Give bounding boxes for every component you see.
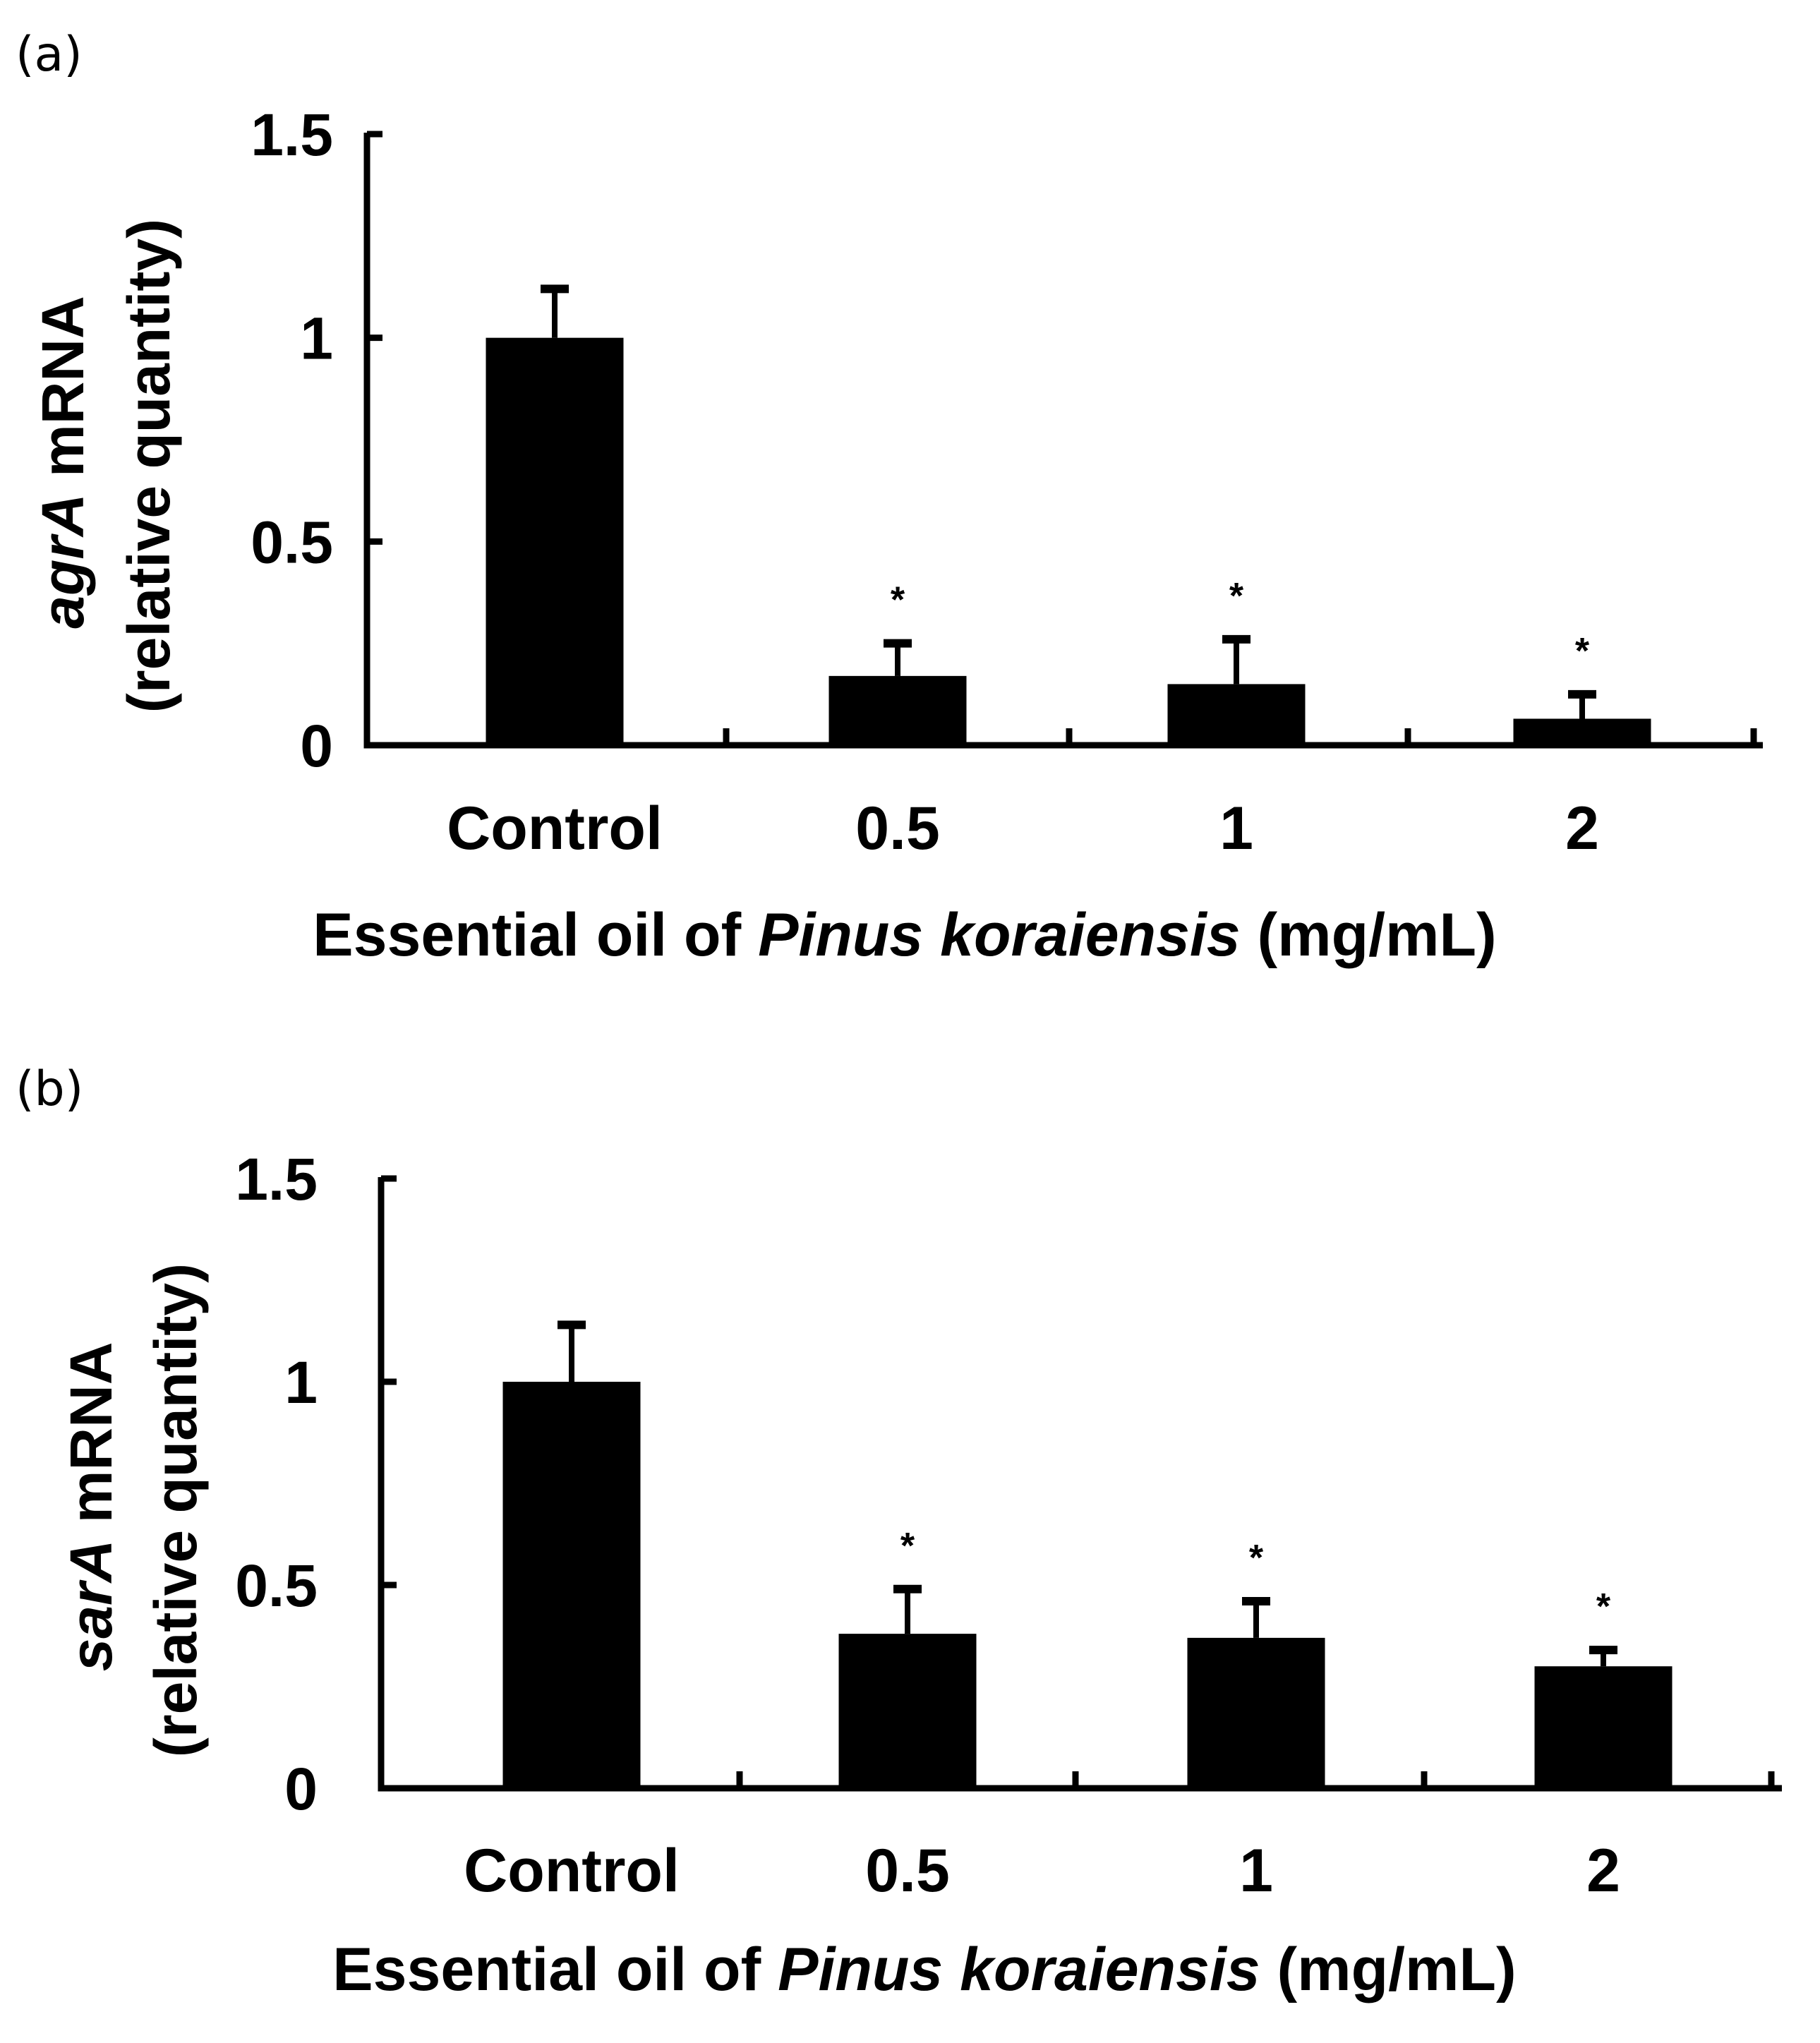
- y-axis-label-gene: agrA: [30, 493, 96, 628]
- y-axis-label-line2: (relative quantity): [143, 1263, 209, 1757]
- significance-marker: *: [1229, 576, 1244, 617]
- y-axis-label-line2: (relative quantity): [116, 219, 182, 713]
- significance-marker: *: [1596, 1586, 1611, 1627]
- y-axis-label: sarA mRNA: [58, 1342, 124, 1672]
- y-tick-label: 0: [284, 1756, 318, 1822]
- x-tick-label: 1: [1219, 795, 1253, 862]
- bar-0-5: [838, 1634, 977, 1788]
- significance-marker: *: [1575, 631, 1590, 672]
- x-tick-label: Control: [464, 1837, 680, 1905]
- y-tick-label: 0: [300, 713, 333, 779]
- y-tick-label: 0.5: [251, 509, 333, 575]
- bar-2: [1534, 1666, 1673, 1788]
- x-axis-label: Essential oil of Pinus koraiensis (mg/mL…: [332, 1936, 1516, 2003]
- x-tick-label: 2: [1565, 795, 1599, 862]
- x-axis-label: Essential oil of Pinus koraiensis (mg/mL…: [313, 901, 1496, 969]
- bar-0-5: [828, 675, 967, 745]
- x-axis-label-pre: Essential oil of: [313, 901, 758, 969]
- x-axis-label-species: Pinus koraiensis: [758, 901, 1241, 969]
- x-tick-label: 0.5: [855, 795, 940, 862]
- bar-control: [486, 337, 624, 746]
- x-tick-label: 1: [1239, 1837, 1273, 1905]
- y-axis-label-rest: mRNA: [30, 296, 96, 493]
- y-tick-label: 1.5: [251, 102, 333, 168]
- significance-marker: *: [1249, 1538, 1264, 1579]
- y-tick-label: 1.5: [235, 1146, 318, 1212]
- y-axis-label-gene: sarA: [58, 1540, 124, 1672]
- significance-marker: *: [900, 1526, 915, 1567]
- y-axis-label: agrA mRNA: [30, 296, 96, 628]
- chart-panel-b: (b) sarA mRNA (relative quantity) Essent…: [16, 1061, 1782, 2003]
- significance-marker: *: [891, 580, 905, 621]
- x-tick-label: 0.5: [865, 1837, 950, 1905]
- bar-1: [1187, 1637, 1325, 1788]
- x-axis-label-pre: Essential oil of: [332, 1936, 778, 2003]
- y-tick-label: 1: [284, 1349, 318, 1416]
- x-axis-label-post: (mg/mL): [1241, 901, 1497, 969]
- panel-label: (b): [16, 1061, 83, 1117]
- x-tick-label: Control: [447, 795, 663, 862]
- bar-1: [1167, 684, 1306, 745]
- y-tick-label: 0.5: [235, 1553, 318, 1619]
- y-tick-label: 1: [300, 306, 333, 372]
- bar-control: [502, 1382, 641, 1788]
- panel-label: (a): [16, 27, 83, 83]
- chart-panel-a: (a) agrA mRNA (relative quantity) Essent…: [16, 27, 1763, 969]
- x-axis-label-post: (mg/mL): [1260, 1936, 1517, 2003]
- x-axis-label-species: Pinus koraiensis: [778, 1936, 1260, 2003]
- x-tick-label: 2: [1586, 1837, 1620, 1905]
- bar-2: [1513, 718, 1651, 745]
- y-axis-label-rest: mRNA: [58, 1342, 124, 1540]
